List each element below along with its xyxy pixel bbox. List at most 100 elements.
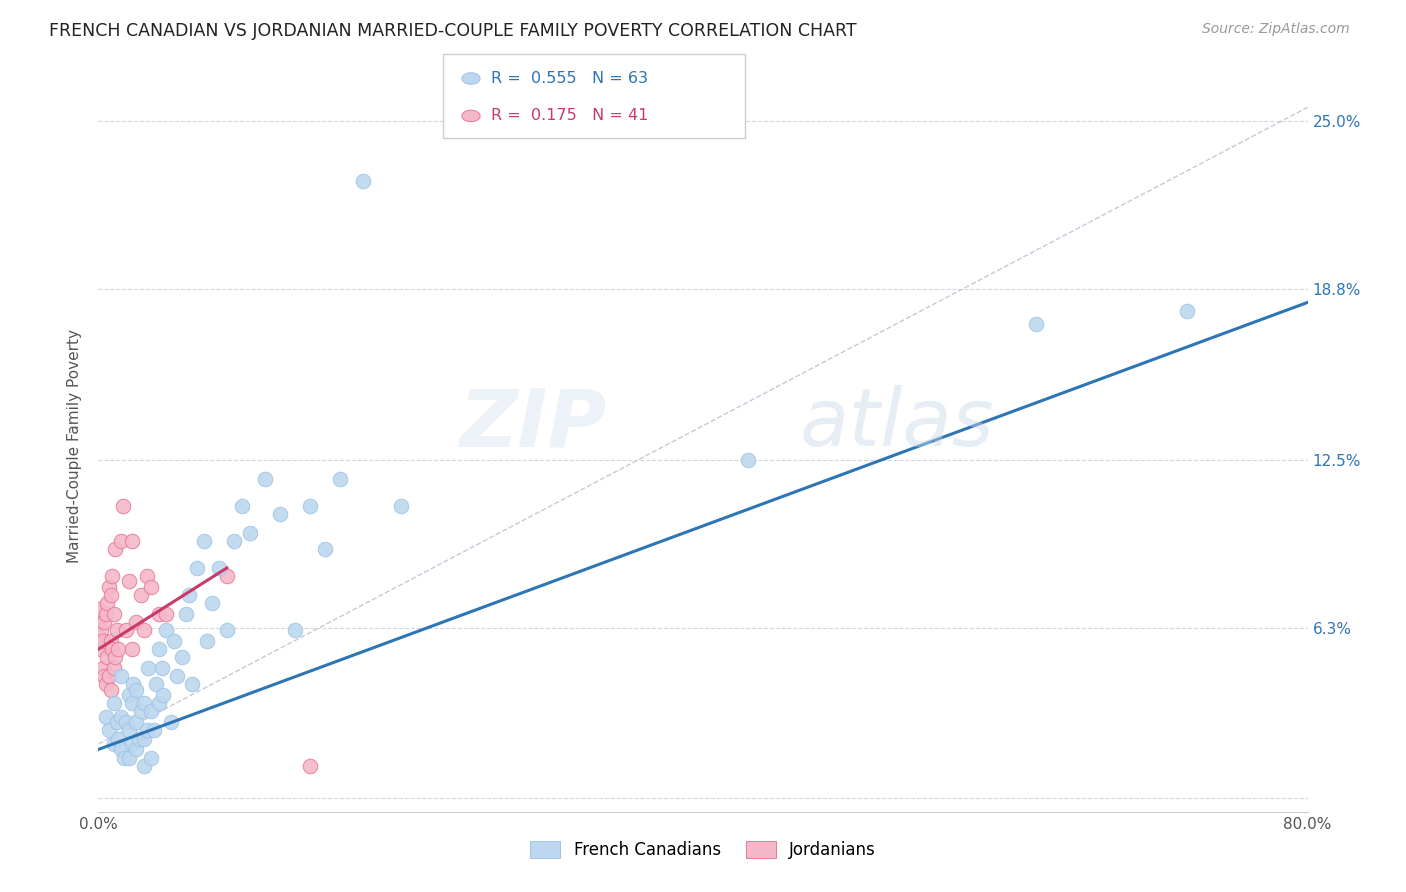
Point (239, 525, 262, 540)
Point (253, 471, 276, 485)
Point (118, 688, 141, 702)
Point (90, 642, 112, 657)
Point (163, 634, 186, 648)
Point (160, 715, 183, 730)
Point (111, 499, 134, 513)
Point (135, 569, 157, 583)
Point (100, 588, 122, 602)
Point (186, 561, 208, 575)
Point (1175, 303, 1198, 318)
Point (141, 705, 163, 719)
Point (90, 624, 112, 638)
Point (87, 601, 110, 615)
Legend: French Canadians, Jordanians: French Canadians, Jordanians (523, 834, 883, 865)
Point (231, 499, 253, 513)
Point (103, 737, 125, 751)
Point (150, 661, 173, 675)
Point (110, 710, 132, 724)
Point (110, 533, 132, 548)
Point (195, 634, 218, 648)
Point (91, 634, 114, 648)
Point (737, 452, 759, 467)
Point (114, 715, 136, 730)
Point (100, 634, 122, 648)
Point (170, 650, 193, 665)
Point (125, 682, 148, 697)
Point (96, 650, 118, 665)
Point (94, 607, 117, 621)
Point (352, 173, 374, 187)
Y-axis label: Married-Couple Family Poverty: Married-Couple Family Poverty (67, 329, 83, 563)
Point (121, 642, 143, 657)
Point (96, 596, 118, 610)
Point (93, 615, 115, 629)
Point (125, 742, 148, 756)
Point (135, 723, 157, 738)
Point (98, 669, 121, 683)
Text: R =  0.175   N = 41: R = 0.175 N = 41 (491, 109, 648, 123)
Point (132, 624, 155, 638)
Point (103, 607, 125, 621)
Point (132, 697, 155, 711)
Point (98, 580, 121, 594)
Text: atlas: atlas (800, 385, 994, 463)
Point (107, 642, 129, 657)
Point (174, 607, 197, 621)
Point (93, 669, 115, 683)
Point (208, 561, 231, 575)
Point (299, 758, 322, 772)
Point (132, 758, 155, 772)
Point (121, 533, 143, 548)
Point (132, 731, 155, 746)
Point (91, 661, 114, 675)
Point (129, 705, 152, 719)
Point (118, 723, 141, 738)
Point (101, 642, 124, 657)
Text: R =  0.555   N = 63: R = 0.555 N = 63 (491, 71, 648, 86)
Point (314, 541, 336, 556)
Point (148, 642, 170, 657)
Text: ZIP: ZIP (458, 385, 606, 463)
Point (299, 499, 322, 513)
Point (94, 677, 117, 691)
Point (136, 661, 159, 675)
Point (148, 607, 170, 621)
Point (152, 688, 174, 702)
Point (125, 615, 148, 629)
Point (118, 750, 141, 764)
Point (128, 731, 150, 746)
Point (122, 677, 145, 691)
Point (1024, 317, 1046, 331)
Point (201, 596, 224, 610)
Point (103, 697, 125, 711)
Point (98, 723, 121, 738)
Point (121, 697, 143, 711)
Point (87, 615, 110, 629)
Point (145, 677, 167, 691)
Point (129, 588, 152, 602)
Point (329, 471, 352, 485)
Point (94, 710, 117, 724)
Point (181, 677, 204, 691)
Point (112, 750, 135, 764)
Point (143, 723, 166, 738)
Point (101, 569, 124, 583)
Point (114, 624, 136, 638)
Point (148, 697, 170, 711)
Point (104, 541, 127, 556)
Text: Source: ZipAtlas.com: Source: ZipAtlas.com (1202, 22, 1350, 37)
Point (125, 715, 148, 730)
Text: FRENCH CANADIAN VS JORDANIAN MARRIED-COUPLE FAMILY POVERTY CORRELATION CHART: FRENCH CANADIAN VS JORDANIAN MARRIED-COU… (49, 22, 856, 40)
Point (284, 624, 307, 638)
Point (193, 533, 215, 548)
Point (215, 624, 238, 638)
Point (141, 750, 163, 764)
Point (105, 624, 128, 638)
Point (100, 682, 122, 697)
Point (389, 499, 412, 513)
Point (103, 661, 125, 675)
Point (141, 580, 163, 594)
Point (155, 624, 177, 638)
Point (107, 731, 129, 746)
Point (105, 715, 128, 730)
